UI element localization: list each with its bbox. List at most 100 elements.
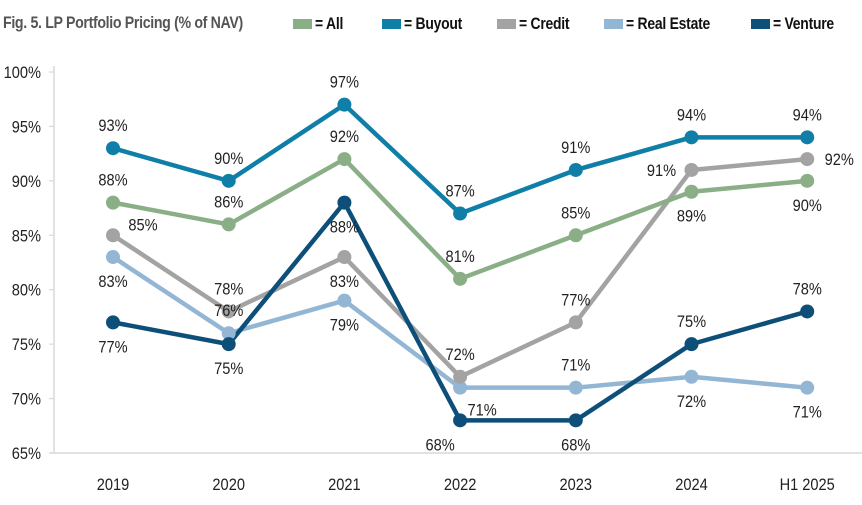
data-label-real-estate: 83% — [98, 273, 127, 291]
data-label-venture: 78% — [793, 281, 822, 299]
legend-swatch-venture — [751, 19, 770, 29]
data-point-buyout — [684, 130, 699, 145]
y-tick-label: 85% — [12, 227, 41, 245]
data-label-buyout: 87% — [445, 183, 474, 201]
data-label-real-estate: 72% — [677, 393, 706, 411]
legend-swatch-all — [293, 19, 312, 29]
data-point-real-estate — [800, 380, 815, 395]
legend-swatch-real-estate — [604, 19, 623, 29]
data-label-buyout: 93% — [98, 117, 127, 135]
data-label-venture: 75% — [214, 360, 243, 378]
data-point-credit — [568, 315, 583, 330]
legend-item-venture: = Venture — [751, 14, 847, 34]
data-point-all — [453, 271, 468, 286]
y-tick-label: 65% — [12, 445, 41, 463]
data-label-all: 85% — [561, 204, 590, 222]
y-tick-label: 90% — [12, 173, 41, 191]
data-point-venture — [337, 195, 352, 210]
data-point-all — [337, 152, 352, 167]
data-label-all: 92% — [330, 128, 359, 146]
data-point-all — [800, 173, 815, 188]
y-tick-label: 75% — [12, 336, 41, 354]
legend-item-buyout: = Buyout — [382, 14, 475, 34]
data-point-all — [568, 228, 583, 243]
data-label-real-estate: 79% — [330, 317, 359, 335]
data-label-credit: 83% — [330, 273, 359, 291]
y-tick-label: 100% — [4, 64, 41, 82]
legend-item-real-estate: = Real Estate — [604, 14, 728, 34]
legend-label-credit: = Credit — [519, 14, 570, 33]
data-label-venture: 77% — [98, 338, 127, 356]
data-label-buyout: 91% — [561, 139, 590, 157]
data-point-real-estate — [684, 369, 699, 384]
legend-swatch-buyout — [382, 19, 401, 29]
data-label-all: 81% — [445, 248, 474, 266]
data-label-all: 86% — [214, 193, 243, 211]
data-label-all: 90% — [793, 197, 822, 215]
axes: 65% 70% 75% 80% 85% 90% 95% 100% 2019 2020 2021 202… — [4, 64, 862, 494]
x-tick-label: 2020 — [212, 476, 245, 494]
data-label-credit: 91% — [647, 162, 676, 180]
data-label-real-estate: 71% — [561, 357, 590, 375]
data-label-buyout: 97% — [330, 74, 359, 92]
data-point-credit — [221, 304, 236, 319]
data-point-real-estate — [453, 380, 468, 395]
data-point-buyout — [568, 162, 583, 177]
x-tick-label: 2022 — [444, 476, 477, 494]
data-point-real-estate — [221, 326, 236, 341]
series-points — [106, 97, 815, 428]
data-point-buyout — [106, 141, 120, 156]
data-point-real-estate — [337, 293, 352, 308]
x-tick-label: 2021 — [328, 476, 361, 494]
data-point-buyout — [800, 130, 815, 145]
data-point-buyout — [453, 206, 468, 221]
y-tick-label: 95% — [12, 118, 41, 136]
x-tick-label: 2019 — [97, 476, 130, 494]
data-label-venture: 88% — [330, 219, 359, 237]
legend-label-venture: = Venture — [773, 14, 834, 33]
chart-title: Fig. 5. LP Portfolio Pricing (% of NAV) — [3, 14, 243, 32]
data-point-credit — [337, 250, 352, 265]
data-label-all: 89% — [677, 208, 706, 226]
data-point-venture — [453, 413, 468, 428]
data-label-buyout: 94% — [793, 106, 822, 124]
legend-swatch-credit — [497, 19, 516, 29]
data-label-venture: 68% — [425, 436, 454, 454]
legend-item-credit: = Credit — [497, 14, 580, 34]
data-labels: 88% 86% 92% 81% 85% 89% 90% 93% 90% 97% 87% 91% 94% 9… — [98, 74, 853, 455]
data-label-all: 88% — [98, 172, 127, 190]
data-label-credit: 85% — [128, 216, 157, 234]
data-label-real-estate: 76% — [214, 302, 243, 320]
x-tick-label: H1 2025 — [780, 476, 835, 494]
data-point-buyout — [337, 97, 352, 112]
data-point-credit — [453, 369, 468, 384]
data-point-buyout — [221, 173, 236, 188]
data-label-credit: 72% — [445, 346, 474, 364]
data-point-credit — [800, 152, 815, 167]
data-point-all — [221, 217, 236, 232]
legend-label-all: = All — [315, 14, 344, 33]
data-point-all — [684, 184, 699, 199]
data-point-all — [106, 195, 120, 210]
legend-label-real-estate: = Real Estate — [626, 14, 710, 33]
data-label-real-estate: 71% — [467, 402, 496, 420]
data-label-venture: 75% — [677, 313, 706, 331]
y-tick-label: 70% — [12, 391, 41, 409]
data-label-buyout: 90% — [214, 150, 243, 168]
data-point-credit — [106, 228, 120, 243]
data-point-real-estate — [568, 380, 583, 395]
data-label-venture: 68% — [561, 436, 590, 454]
data-point-venture — [106, 315, 120, 330]
x-tick-label: 2023 — [560, 476, 593, 494]
legend-label-buyout: = Buyout — [404, 14, 463, 33]
data-point-credit — [684, 162, 699, 177]
data-point-venture — [684, 337, 699, 352]
y-tick-label: 80% — [12, 282, 41, 300]
data-label-credit: 92% — [825, 151, 854, 169]
data-point-venture — [800, 304, 815, 319]
data-point-venture — [221, 337, 236, 352]
data-label-buyout: 94% — [677, 106, 706, 124]
legend-item-all: = All — [293, 14, 349, 34]
data-label-credit: 78% — [214, 281, 243, 299]
